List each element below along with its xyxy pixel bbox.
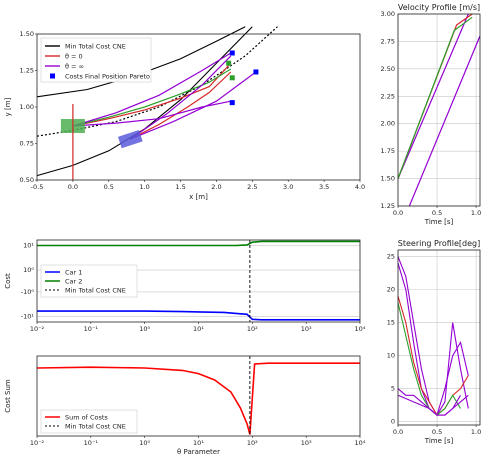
costsum-legend <box>40 409 138 434</box>
steering-y-tick-label: 5 <box>391 385 395 393</box>
pareto-marker <box>253 69 259 75</box>
velocity-y-tick-label: 1.75 <box>381 147 395 155</box>
trajectories-xlabel: x [m] <box>189 193 208 201</box>
costsum-x-tick-label: 10² <box>247 439 258 447</box>
pareto-marker <box>226 60 232 66</box>
velocity-lines <box>398 14 480 206</box>
steering-frame <box>397 249 481 426</box>
trajectory-line <box>129 55 232 140</box>
velocity-xlabel: Time [s] <box>424 218 454 226</box>
velocity-line <box>398 14 469 179</box>
costsum-x-tick-label: 10⁰ <box>139 439 150 447</box>
cost-x-tick-label: 10⁻² <box>30 325 45 333</box>
cost-x-tick-label: 10² <box>247 325 258 333</box>
trajectory-line <box>72 52 232 127</box>
cost-x-tick-label: 10⁰ <box>139 325 150 333</box>
costsum-ylabel: Cost Sum <box>4 379 12 413</box>
trajectories-x-tick-label: -0.5 <box>31 183 44 191</box>
steering-y-tick-label: 10 <box>387 352 395 360</box>
trajectories-y-tick-label: 1.00 <box>20 103 34 111</box>
trajectories-x-tick-label: 1.0 <box>139 183 149 191</box>
legend-label: θ = ∞ <box>65 63 84 71</box>
velocity-line <box>398 16 473 179</box>
velocity-y-tick-label: 2.00 <box>381 120 395 128</box>
car-2-box <box>117 130 143 149</box>
trajectories-x-tick-label: 0.0 <box>68 183 78 191</box>
trajectories-x-tick-label: 0.5 <box>104 183 114 191</box>
steering-y-tick-label: 25 <box>387 253 395 261</box>
trajectories-x-tick-label: 2.5 <box>247 183 257 191</box>
velocity-y-tick-label: 1.50 <box>381 175 395 183</box>
velocity-title: Velocity Profile [m/s] <box>398 3 480 12</box>
velocity-y-tick-label: 2.25 <box>381 92 395 100</box>
legend-label: Car 2 <box>65 278 82 286</box>
steering-xlabel: Time [s] <box>424 437 454 445</box>
trajectory-line <box>72 62 232 127</box>
legend-label: Min Total Cost CNE <box>65 287 126 295</box>
trajectories-x-tick-label: 2.0 <box>211 183 221 191</box>
steering-y-tick-label: 20 <box>387 286 395 294</box>
cost-y-tick-label: 10¹ <box>23 241 34 249</box>
cost-x-tick-label: 10³ <box>301 325 312 333</box>
costsum-x-tick-label: 10⁻² <box>30 439 45 447</box>
legend-label: Sum of Costs <box>65 414 108 422</box>
trajectory-line <box>72 68 232 127</box>
legend-label: Min Total Cost CNE <box>65 43 126 51</box>
costsum-x-tick-label: 10³ <box>301 439 312 447</box>
costsum-line <box>36 362 360 435</box>
steering-line <box>397 302 461 416</box>
cost-ylabel: Cost <box>4 273 12 289</box>
velocity-y-tick-label: 2.50 <box>381 65 395 73</box>
trajectories-x-tick-label: 1.5 <box>175 183 185 191</box>
steering-x-tick-label: 0.5 <box>432 428 442 436</box>
trajectories-y-tick-label: 1.25 <box>20 67 34 75</box>
pareto-marker <box>229 75 235 81</box>
legend-label: Costs Final Position Pareto <box>65 73 150 81</box>
costsum-x-tick-label: 10¹ <box>193 439 204 447</box>
velocity-frame <box>397 13 481 207</box>
cost-y-tick-label: -10⁰ <box>21 288 35 296</box>
trajectories-x-tick-label: 3.5 <box>319 183 329 191</box>
trajectories-y-tick-label: 0.75 <box>20 140 34 148</box>
velocity-x-tick-label: 0.5 <box>432 209 442 217</box>
trajectories-x-tick-label: 3.0 <box>283 183 293 191</box>
velocity-x-tick-label: 1.0 <box>471 209 481 217</box>
cost-y-tick-label: 10⁰ <box>23 266 34 274</box>
costsum-x-tick-label: 10⁻¹ <box>84 439 99 447</box>
legend-label: θ = 0 <box>65 53 83 61</box>
legend-label: Car 1 <box>65 269 82 277</box>
cost-y-tick-label: -10¹ <box>21 313 35 321</box>
velocity-x-tick-label: 0.0 <box>393 209 403 217</box>
trajectory-line <box>130 71 257 140</box>
velocity-line <box>408 35 480 206</box>
trajectory-line <box>36 26 246 98</box>
velocity-y-tick-label: 1.25 <box>381 202 395 210</box>
velocity-y-tick-label: 3.00 <box>381 10 395 18</box>
steering-x-tick-label: 0.0 <box>393 428 403 436</box>
trajectories-y-tick-label: 1.50 <box>20 30 34 38</box>
velocity-y-tick-label: 2.75 <box>381 37 395 45</box>
pareto-marker <box>229 100 235 106</box>
steering-y-tick-label: 0 <box>391 418 395 426</box>
costsum-xlabel: θ Parameter <box>177 448 220 456</box>
trajectory-line <box>130 71 232 140</box>
cost-x-tick-label: 10⁻¹ <box>84 325 99 333</box>
steering-title: Steering Profile[deg] <box>398 239 480 248</box>
steering-line <box>397 296 469 416</box>
steering-y-tick-label: 15 <box>387 319 395 327</box>
trajectories-ylabel: y [m] <box>4 97 12 116</box>
cost-x-tick-label: 10⁴ <box>355 325 366 333</box>
steering-line <box>397 394 461 416</box>
cost-line <box>37 310 360 321</box>
legend-marker <box>50 73 55 79</box>
legend-label: Min Total Cost CNE <box>65 423 126 431</box>
cost-x-tick-label: 10¹ <box>193 325 204 333</box>
trajectories-x-tick-label: 4.0 <box>355 183 365 191</box>
steering-x-tick-label: 1.0 <box>471 428 481 436</box>
pareto-marker <box>229 50 235 56</box>
costsum-x-tick-label: 10⁴ <box>355 439 366 447</box>
cost-line <box>37 240 360 247</box>
trajectories-y-tick-label: 0.50 <box>20 176 34 184</box>
